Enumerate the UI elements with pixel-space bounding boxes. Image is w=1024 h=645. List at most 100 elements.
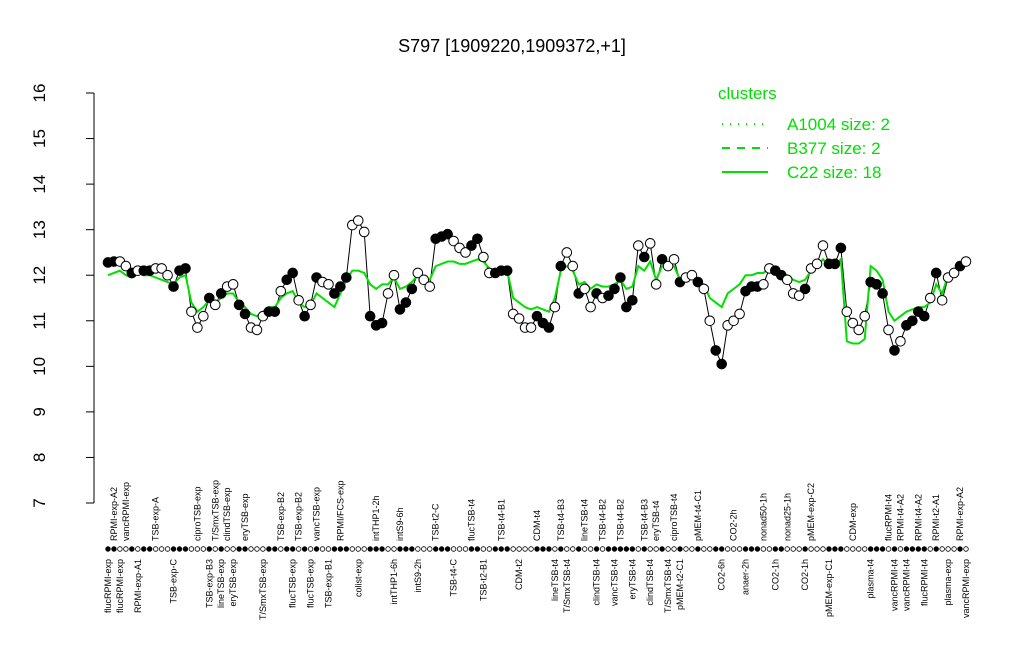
x-tick-label: TSB-exp-A xyxy=(151,497,161,541)
x-tick-label: TSB-exp-B1 xyxy=(323,559,333,608)
sample-dot xyxy=(558,546,564,552)
x-tick-label: intTHP1-2h xyxy=(371,495,381,541)
y-tick-label: 11 xyxy=(30,312,49,330)
data-point xyxy=(627,294,638,306)
sample-dot xyxy=(480,546,487,552)
data-point xyxy=(924,292,936,304)
sample-dot xyxy=(784,546,790,552)
data-point xyxy=(251,324,263,336)
sample-dot xyxy=(444,546,451,552)
sample-dot xyxy=(581,546,588,552)
sample-dot xyxy=(313,546,320,552)
chart-title: S797 [1909220,1909372,+1] xyxy=(398,36,626,56)
sample-dot xyxy=(748,546,755,552)
sample-dot xyxy=(224,546,230,552)
x-tick-label: clindTSB-exp xyxy=(222,487,232,541)
x-tick-label: RPMI-exp-A1 xyxy=(133,559,143,613)
sample-dot xyxy=(492,546,498,552)
sample-dot xyxy=(510,546,516,552)
data-point xyxy=(698,283,710,295)
legend-label: B377 size: 2 xyxy=(787,139,881,158)
x-tick-label: TSB-t4-B1 xyxy=(496,499,506,541)
sample-dot xyxy=(933,546,939,552)
x-tick-label: plasma-exp xyxy=(943,559,953,606)
sample-dot xyxy=(164,546,171,552)
sample-dot xyxy=(295,546,302,552)
sample-dot xyxy=(742,546,749,552)
x-tick-label: CO2-6h xyxy=(717,559,727,591)
x-tick-label: lineTSB-t4 xyxy=(550,559,560,601)
sample-dot xyxy=(719,546,725,552)
sample-dot xyxy=(885,546,892,552)
sample-dot xyxy=(540,546,546,552)
sample-dot xyxy=(188,546,195,552)
sample-dot xyxy=(123,546,129,552)
data-point xyxy=(793,290,805,302)
data-point xyxy=(442,228,453,240)
cluster-line xyxy=(107,256,967,345)
data-point xyxy=(460,247,471,258)
sample-dot xyxy=(433,546,439,552)
x-tick-label: lineTSB-t4 xyxy=(580,499,590,541)
sample-dot xyxy=(552,546,558,552)
sample-dot xyxy=(844,546,850,552)
x-tick-label: RPMI/FCS-exp xyxy=(335,480,345,541)
x-tick-label: flucRPMI-exp xyxy=(115,559,125,613)
x-tick-label: TSB-t2-B1 xyxy=(478,559,488,601)
y-tick-label: 10 xyxy=(30,357,49,376)
data-point xyxy=(478,251,489,263)
sample-dot xyxy=(724,546,731,552)
x-tick-label: intS9-6h xyxy=(395,507,405,541)
sample-dot xyxy=(403,546,409,552)
data-point xyxy=(918,310,930,322)
x-tick-label: RPMI-t4-A2 xyxy=(895,494,905,541)
data-point xyxy=(531,310,543,322)
sample-dot xyxy=(838,546,844,552)
sample-dot xyxy=(879,546,886,552)
data-point xyxy=(358,226,370,238)
sample-dot xyxy=(760,546,767,552)
data-point xyxy=(323,279,334,290)
sample-dot xyxy=(671,546,677,552)
y-tick-label: 16 xyxy=(30,84,49,103)
data-point xyxy=(561,247,573,258)
sample-dot xyxy=(301,546,308,552)
data-point xyxy=(299,310,310,322)
data-point xyxy=(936,294,948,306)
data-point xyxy=(704,315,716,327)
data-point xyxy=(799,283,811,295)
legend-title: clusters xyxy=(718,84,777,103)
sample-dot xyxy=(456,546,463,552)
x-tick-label: vancTSB-t4 xyxy=(609,559,619,606)
data-point xyxy=(168,281,179,292)
sample-dot xyxy=(176,546,183,552)
sample-dot xyxy=(266,546,272,552)
data-point xyxy=(376,317,388,329)
x-tick-label: flucTSB-exp xyxy=(306,559,316,608)
sample-dot xyxy=(170,546,177,552)
data-point xyxy=(841,306,853,317)
sample-dot xyxy=(641,546,647,552)
x-tick-label: flucTSB-t4 xyxy=(466,499,476,541)
data-point xyxy=(162,269,173,281)
sample-dot xyxy=(891,546,898,552)
x-tick-label: vancRPMI-exp xyxy=(961,559,971,618)
sample-dot xyxy=(391,546,397,552)
data-point xyxy=(341,272,352,283)
data-point xyxy=(120,260,132,272)
sample-dot xyxy=(576,546,582,552)
data-point xyxy=(394,304,406,315)
sample-dot xyxy=(772,546,779,552)
sample-dot xyxy=(713,546,719,552)
x-tick-label: TSB-t2-C xyxy=(431,503,441,541)
x-tick-label: CO2-1h xyxy=(800,559,810,591)
x-tick-label: CO2-1h xyxy=(770,559,780,591)
x-tick-label: TSB-exp-C xyxy=(169,559,179,604)
data-point xyxy=(209,299,221,311)
data-point xyxy=(275,285,287,297)
data-point xyxy=(644,238,656,249)
sample-dot xyxy=(903,546,910,552)
data-point xyxy=(567,260,579,272)
sample-dot xyxy=(701,546,707,552)
x-tick-label: pMEM-t4-C1 xyxy=(693,490,703,541)
